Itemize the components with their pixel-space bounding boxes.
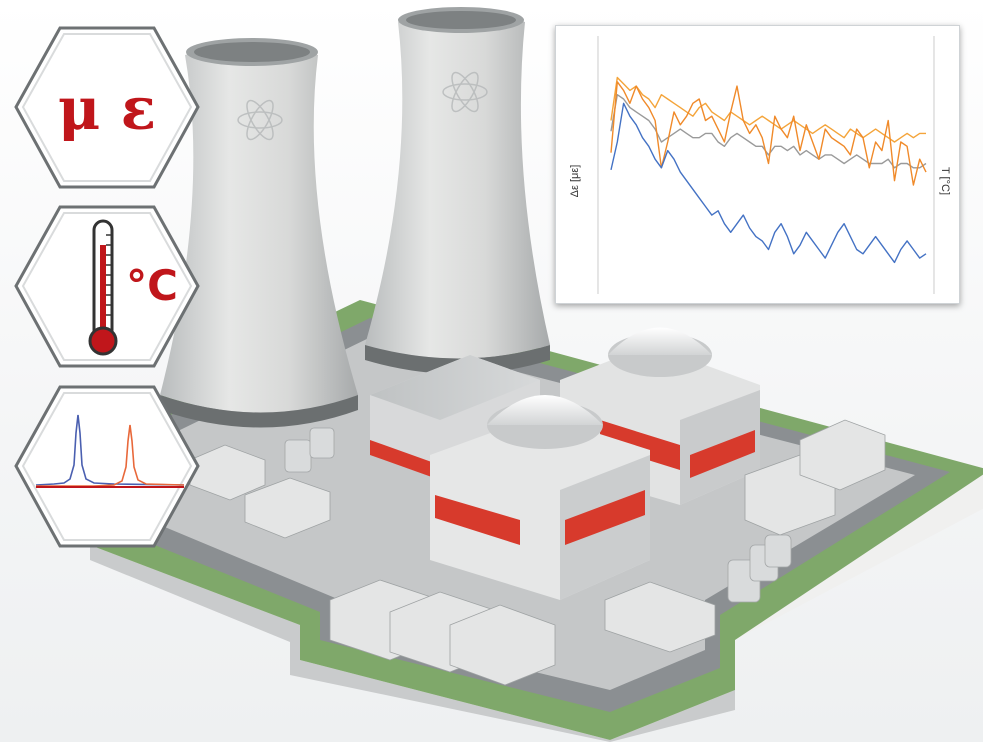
cooling-tower-left <box>160 38 358 428</box>
series-line-3 <box>610 94 927 169</box>
series-line-0 <box>610 102 927 264</box>
temperature-badge: °C <box>14 205 200 368</box>
series-line-1 <box>610 76 926 143</box>
auxiliary-buildings <box>189 419 886 686</box>
reactor-building-front <box>430 395 650 600</box>
reactor-building-back <box>560 327 760 505</box>
thermometer-icon <box>88 219 118 356</box>
temperature-symbol: °C <box>126 261 178 310</box>
cooling-tower-right <box>365 7 550 374</box>
series-layer <box>610 76 927 264</box>
strain-badge: μ ε <box>14 26 200 189</box>
spectrum-badge <box>14 385 200 548</box>
spectrum-peaks-icon <box>35 414 185 488</box>
strain-symbol: μ ε <box>58 75 156 143</box>
storage-tanks <box>284 427 792 603</box>
y-axis-right-label: T [°C] <box>939 167 951 195</box>
series-line-2 <box>610 81 927 186</box>
strain-temperature-chart: Δε [με] T [°C] <box>555 25 960 304</box>
y-axis-left-label: Δε [με] <box>569 165 581 198</box>
